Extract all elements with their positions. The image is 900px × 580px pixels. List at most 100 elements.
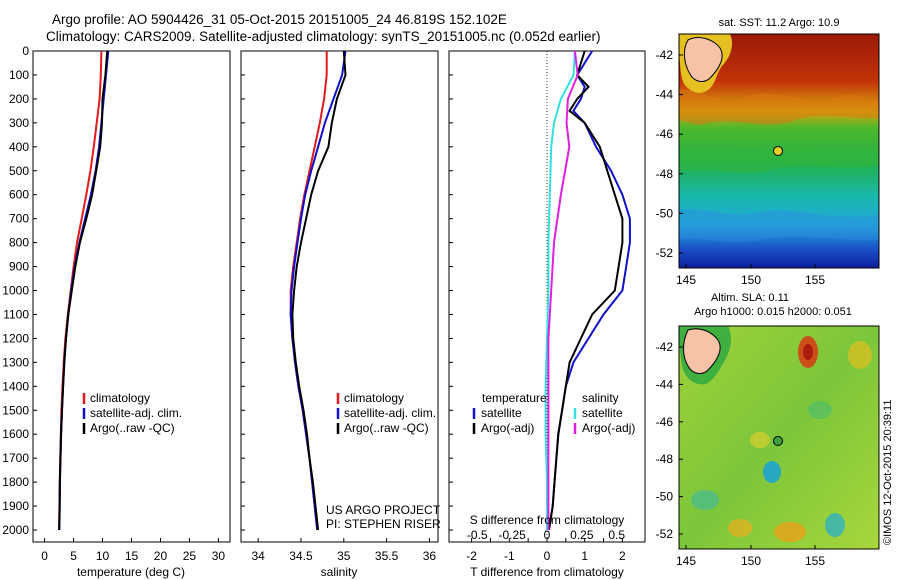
sla-eddy: [848, 341, 872, 369]
temperature-axis-label: temperature (deg C): [77, 565, 185, 579]
depth-tick-label: 1800: [2, 475, 29, 489]
x-tick-label: -2: [466, 549, 477, 563]
series-line-salinity-satellite: [544, 50, 576, 530]
x-tick-label: 30: [212, 549, 226, 563]
x-tick-label: 20: [154, 549, 168, 563]
sla-latitude-axis: -42 -44 -46 -48 -50 -52: [656, 340, 683, 541]
legend-label-t-satellite: satellite: [481, 406, 522, 420]
salinity-axes-box: [240, 50, 439, 543]
lon-tick-label: 155: [805, 273, 825, 287]
figure-title-line1: Argo profile: AO 5904426_31 05-Oct-2015 …: [52, 12, 507, 27]
sla-eddy: [691, 490, 719, 510]
sla-eddy: [728, 519, 752, 537]
depth-axis: 0 100 200 300 400 500 600 700 800 900 1000 1100 1200…: [2, 44, 453, 537]
series-line-salinity-argo-adj-: [547, 50, 579, 530]
x-tick-label: 2: [619, 549, 626, 563]
series-line-temperature-satellite: [547, 50, 631, 531]
lat-tick-label: -46: [656, 127, 674, 141]
sla-longitude-axis: 145 150 155: [676, 545, 825, 568]
x-tick-label: 34.5: [289, 549, 313, 563]
x-tick-label: 0: [41, 549, 48, 563]
depth-tick-label: 1600: [2, 427, 29, 441]
sst-map-frame: [678, 33, 880, 269]
temperature-panel: 0100200300400500600700800900100011001200…: [2, 44, 453, 579]
depth-tick-label: 1200: [2, 331, 29, 345]
salinity-panel: 34 34.5 35 35.5 36 salinity climatology sate…: [240, 50, 441, 579]
legend-label-argo: Argo(..raw -QC): [90, 421, 175, 435]
depth-tick-label: 1400: [2, 379, 29, 393]
legend-label-s-satellite: satellite: [582, 406, 623, 420]
s-tick-label: 0.5: [608, 528, 625, 542]
s-tick-label: 0.25: [570, 528, 594, 542]
temperature-axes-box: [32, 50, 231, 543]
sla-eddy: [750, 432, 770, 448]
series-line-temperature-argo-adj-: [547, 50, 624, 531]
sla-map-title: Altim. SLA: 0.11: [711, 292, 789, 304]
x-tick-label: 36: [423, 549, 437, 563]
difference-panel: -2 -1 0 1 2 T difference from climatology S …: [448, 50, 646, 579]
x-tick-label: 10: [96, 549, 110, 563]
depth-tick-label: 300: [9, 116, 29, 130]
depth-tick-label: 1700: [2, 451, 29, 465]
depth-tick-label: 500: [9, 164, 29, 178]
depth-tick-label: 1100: [3, 307, 29, 321]
legend-label-satellite: satellite-adj. clim.: [90, 406, 182, 420]
sst-latitude-axis: -42 -44 -46 -48 -50 -52: [656, 48, 683, 260]
lat-tick-label: -52: [656, 527, 674, 541]
sst-mid-band: [679, 145, 879, 173]
depth-tick-label: 0: [22, 44, 29, 58]
depth-tick-label: 1500: [2, 403, 29, 417]
sla-map-subtitle: Argo h1000: 0.015 h2000: 0.051: [694, 306, 852, 318]
legend-heading-salinity: salinity: [582, 391, 619, 405]
s-difference-scale: -0.5 -0.25 0 0.25 0.5: [467, 528, 625, 542]
depth-tick-label: 900: [9, 260, 29, 274]
difference-series: [544, 50, 631, 531]
s-tick-label: 0: [544, 528, 551, 542]
temperature-legend: climatology satellite-adj. clim. Argo(..…: [82, 391, 182, 435]
project-annotation: US ARGO PROJECT: [326, 503, 441, 517]
lat-tick-label: -42: [656, 340, 674, 354]
pi-annotation: PI: STEPHEN RISER: [326, 517, 441, 531]
sla-eddy: [774, 522, 806, 542]
depth-tick-label: 800: [9, 236, 29, 250]
series-line-argo-raw-qc-: [58, 50, 109, 531]
x-tick-label: 25: [183, 549, 197, 563]
x-tick-label: 35: [337, 549, 351, 563]
depth-tick-label: 1000: [2, 284, 29, 298]
argo-float-marker: [773, 146, 783, 156]
series-line-argo-raw-qc-: [291, 50, 347, 531]
t-difference-axis-label: T difference from climatology: [470, 565, 624, 579]
argo-float-marker: [773, 436, 783, 446]
depth-tick-label: 600: [9, 188, 29, 202]
x-tick-label: 5: [70, 549, 77, 563]
lat-tick-label: -48: [656, 167, 674, 181]
salinity-axis-label: salinity: [321, 565, 358, 579]
lon-tick-label: 150: [741, 554, 761, 568]
s-difference-axis-label: S difference from climatology: [470, 513, 625, 527]
lat-tick-label: -48: [656, 452, 674, 466]
depth-tick-label: 700: [9, 212, 29, 226]
depth-tick-label: 1300: [2, 355, 29, 369]
legend-label-t-argo: Argo(-adj): [481, 421, 534, 435]
lat-tick-label: -52: [656, 246, 674, 260]
sla-eddy: [808, 401, 832, 419]
legend-label-s-argo: Argo(-adj): [582, 421, 635, 435]
lat-tick-label: -50: [656, 490, 674, 504]
x-tick-label: 35.5: [375, 549, 399, 563]
lon-tick-label: 150: [741, 273, 761, 287]
sla-eddy: [763, 461, 781, 483]
x-tick-label: 15: [125, 549, 139, 563]
series-line-climatology: [58, 50, 103, 531]
legend-label-satellite: satellite-adj. clim.: [344, 406, 436, 420]
s-tick-label: -0.25: [498, 528, 526, 542]
sla-eddy: [825, 513, 845, 537]
sla-eddy: [803, 344, 813, 360]
depth-tick-label: 400: [9, 140, 29, 154]
lat-tick-label: -44: [656, 88, 674, 102]
salinity-x-axis: 34 34.5 35 35.5 36: [251, 538, 436, 563]
legend-label-argo: Argo(..raw -QC): [344, 421, 429, 435]
sst-cool-band: [679, 208, 879, 242]
sst-map-title: sat. SST: 11.2 Argo: 10.9: [719, 17, 840, 29]
sla-map-frame: [678, 325, 880, 550]
